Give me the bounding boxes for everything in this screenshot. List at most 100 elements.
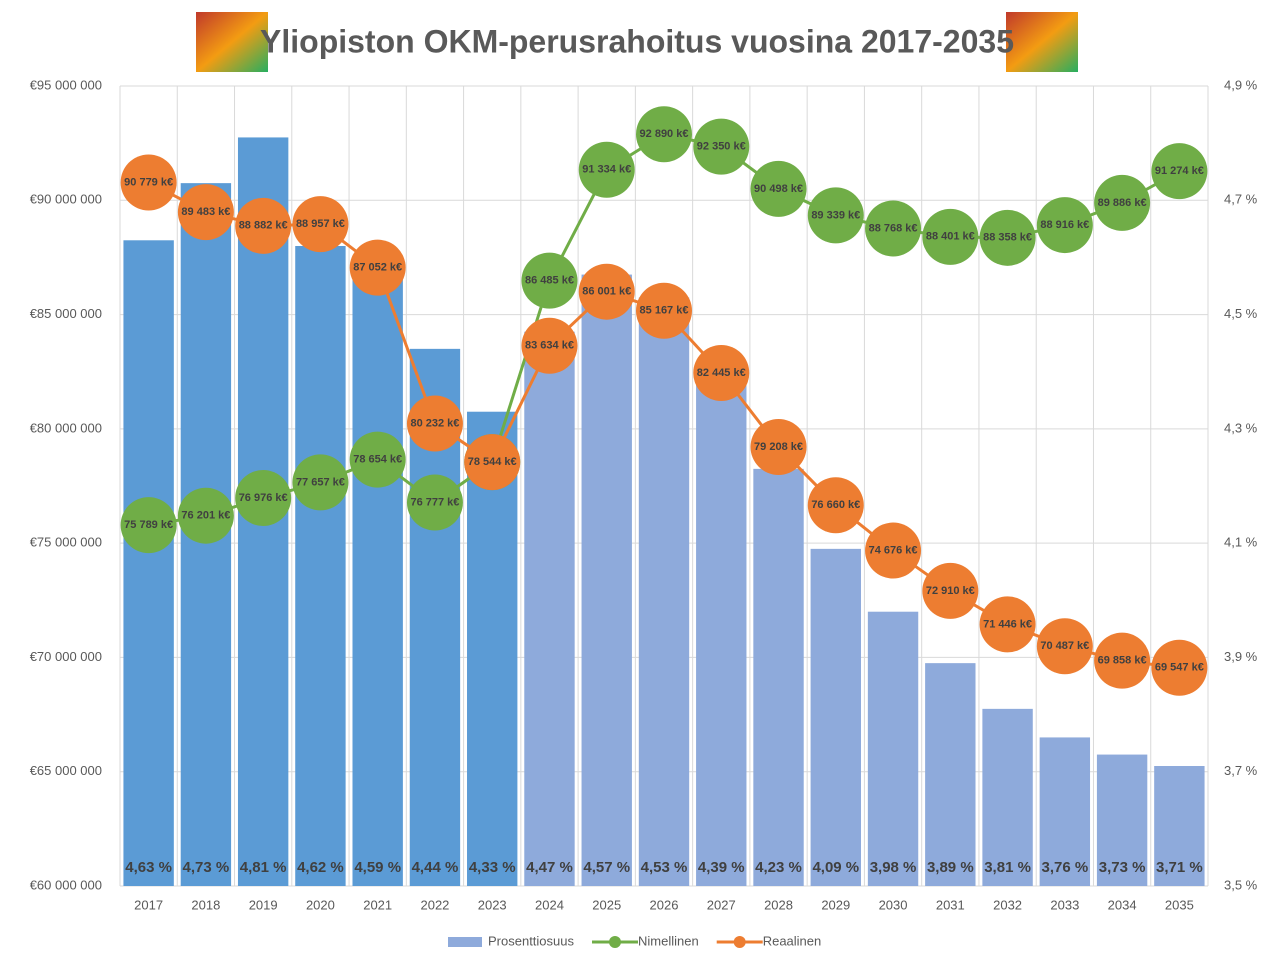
x-tick-label: 2031 <box>936 897 965 912</box>
point-value-label: 74 676 k€ <box>869 544 918 556</box>
x-tick-label: 2024 <box>535 897 564 912</box>
point-value-label: 76 777 k€ <box>410 496 459 508</box>
x-tick-label: 2035 <box>1165 897 1194 912</box>
point-value-label: 88 957 k€ <box>296 218 345 230</box>
bar-value-label: 4,59 % <box>354 859 401 876</box>
y2-tick-label: 4,5 % <box>1224 306 1258 321</box>
x-tick-label: 2029 <box>821 897 850 912</box>
bar-value-label: 3,76 % <box>1041 859 1088 876</box>
bar-value-label: 3,89 % <box>927 859 974 876</box>
y-tick-label: €80 000 000 <box>30 420 102 435</box>
legend-swatch <box>734 936 746 948</box>
bar <box>123 240 173 886</box>
bar <box>352 263 402 886</box>
bar <box>295 246 345 886</box>
point-value-label: 88 916 k€ <box>1040 219 1089 231</box>
point-value-label: 76 201 k€ <box>181 510 230 522</box>
point-value-label: 92 890 k€ <box>640 128 689 140</box>
y-tick-label: €90 000 000 <box>30 192 102 207</box>
y-tick-label: €75 000 000 <box>30 535 102 550</box>
bar-value-label: 4,09 % <box>812 859 859 876</box>
x-tick-label: 2020 <box>306 897 335 912</box>
legend-label: Prosenttiosuus <box>488 933 574 948</box>
x-tick-label: 2034 <box>1108 897 1137 912</box>
y2-tick-label: 3,9 % <box>1224 649 1258 664</box>
x-tick-label: 2033 <box>1050 897 1079 912</box>
chart: Yliopiston OKM-perusrahoitus vuosina 201… <box>0 0 1266 962</box>
y-tick-label: €85 000 000 <box>30 306 102 321</box>
point-value-label: 70 487 k€ <box>1040 640 1089 652</box>
x-tick-label: 2030 <box>879 897 908 912</box>
point-value-label: 86 485 k€ <box>525 275 574 287</box>
point-value-label: 88 358 k€ <box>983 232 1032 244</box>
bar-value-label: 4,23 % <box>755 859 802 876</box>
point-value-label: 82 445 k€ <box>697 367 746 379</box>
bar-value-label: 4,63 % <box>125 859 172 876</box>
bar <box>925 663 975 886</box>
y-tick-label: €65 000 000 <box>30 763 102 778</box>
point-value-label: 89 339 k€ <box>811 209 860 221</box>
logo-left <box>196 12 268 72</box>
point-value-label: 89 483 k€ <box>181 206 230 218</box>
point-value-label: 88 882 k€ <box>239 220 288 232</box>
bar-value-label: 4,73 % <box>183 859 230 876</box>
point-value-label: 71 446 k€ <box>983 618 1032 630</box>
x-tick-label: 2025 <box>592 897 621 912</box>
point-value-label: 78 544 k€ <box>468 456 517 468</box>
y2-tick-label: 4,1 % <box>1224 535 1258 550</box>
bar-value-label: 3,81 % <box>984 859 1031 876</box>
point-value-label: 89 886 k€ <box>1098 197 1147 209</box>
bar-value-label: 4,81 % <box>240 859 287 876</box>
point-value-label: 88 401 k€ <box>926 231 975 243</box>
point-value-label: 92 350 k€ <box>697 140 746 152</box>
point-value-label: 77 657 k€ <box>296 476 345 488</box>
point-value-label: 69 547 k€ <box>1155 662 1204 674</box>
point-value-label: 88 768 k€ <box>869 222 918 234</box>
x-tick-label: 2023 <box>478 897 507 912</box>
bar-value-label: 4,62 % <box>297 859 344 876</box>
chart-title: Yliopiston OKM-perusrahoitus vuosina 201… <box>260 23 1014 59</box>
y2-tick-label: 3,5 % <box>1224 877 1258 892</box>
point-value-label: 75 789 k€ <box>124 519 173 531</box>
bar <box>696 377 746 886</box>
logo-right <box>1006 12 1078 72</box>
x-tick-label: 2019 <box>249 897 278 912</box>
bar <box>639 297 689 886</box>
y-tick-label: €95 000 000 <box>30 77 102 92</box>
y2-tick-label: 4,3 % <box>1224 420 1258 435</box>
x-tick-label: 2032 <box>993 897 1022 912</box>
legend-swatch <box>609 936 621 948</box>
y-tick-label: €60 000 000 <box>30 877 102 892</box>
point-value-label: 86 001 k€ <box>582 286 631 298</box>
bar-value-label: 3,73 % <box>1099 859 1146 876</box>
point-value-label: 91 334 k€ <box>582 164 631 176</box>
point-value-label: 87 052 k€ <box>353 262 402 274</box>
x-tick-label: 2017 <box>134 897 163 912</box>
x-tick-label: 2027 <box>707 897 736 912</box>
legend-swatch <box>448 937 482 947</box>
point-value-label: 90 779 k€ <box>124 176 173 188</box>
x-tick-label: 2022 <box>420 897 449 912</box>
bar-value-label: 4,47 % <box>526 859 573 876</box>
bar-value-label: 4,44 % <box>412 859 459 876</box>
bar <box>811 549 861 886</box>
point-value-label: 91 274 k€ <box>1155 165 1204 177</box>
y-tick-label: €70 000 000 <box>30 649 102 664</box>
bar <box>524 332 574 886</box>
bar <box>753 469 803 886</box>
legend-label: Reaalinen <box>763 933 822 948</box>
bar <box>582 275 632 886</box>
x-tick-label: 2021 <box>363 897 392 912</box>
point-value-label: 76 976 k€ <box>239 492 288 504</box>
x-tick-label: 2028 <box>764 897 793 912</box>
point-value-label: 69 858 k€ <box>1098 655 1147 667</box>
y2-tick-label: 4,7 % <box>1224 192 1258 207</box>
x-tick-label: 2018 <box>191 897 220 912</box>
x-tick-label: 2026 <box>650 897 679 912</box>
bar-value-label: 3,98 % <box>870 859 917 876</box>
bar-value-label: 3,71 % <box>1156 859 1203 876</box>
bar-value-label: 4,57 % <box>583 859 630 876</box>
point-value-label: 79 208 k€ <box>754 441 803 453</box>
legend-label: Nimellinen <box>638 933 699 948</box>
point-value-label: 90 498 k€ <box>754 183 803 195</box>
